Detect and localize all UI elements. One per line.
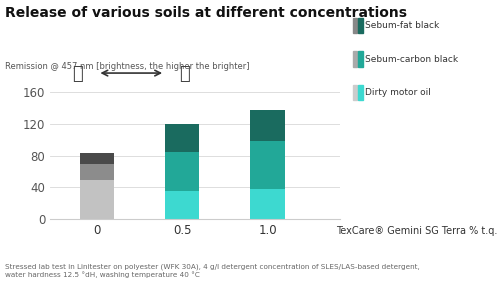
Bar bbox=[250, 141, 284, 189]
Bar bbox=[80, 164, 114, 180]
Text: Dirty motor oil: Dirty motor oil bbox=[365, 88, 431, 97]
Bar bbox=[165, 152, 200, 191]
Text: Stressed lab test in Linitester on polyester (WFK 30A), 4 g/l detergent concentr: Stressed lab test in Linitester on polye… bbox=[5, 264, 420, 278]
Bar bbox=[80, 153, 114, 164]
Bar bbox=[250, 110, 284, 141]
Bar bbox=[165, 124, 200, 152]
Text: Sebum-carbon black: Sebum-carbon black bbox=[365, 55, 458, 64]
Bar bbox=[80, 180, 114, 219]
Bar bbox=[250, 189, 284, 219]
Bar bbox=[165, 191, 200, 219]
Text: TexCare® Gemini SG Terra % t.q.: TexCare® Gemini SG Terra % t.q. bbox=[336, 226, 498, 236]
Text: 👍: 👍 bbox=[180, 65, 190, 83]
Text: 👎: 👎 bbox=[72, 65, 83, 83]
Text: Remission @ 457 nm [brightness, the higher the brighter]: Remission @ 457 nm [brightness, the high… bbox=[5, 62, 250, 71]
Text: Sebum-fat black: Sebum-fat black bbox=[365, 21, 440, 30]
Text: Release of various soils at different concentrations: Release of various soils at different co… bbox=[5, 6, 407, 20]
